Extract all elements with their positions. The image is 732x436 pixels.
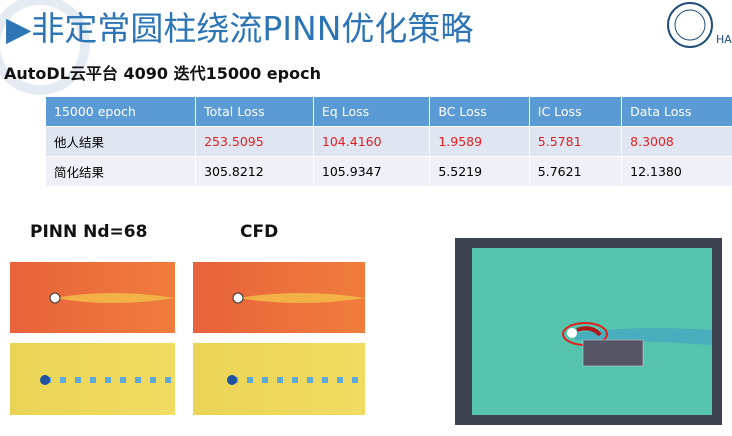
tooltip — [582, 339, 644, 367]
column-header: Total Loss — [195, 96, 314, 127]
cell-value: 5.5219 — [429, 156, 530, 187]
vortex — [576, 326, 602, 337]
pinn-fields — [10, 262, 175, 415]
row-label: 他人结果 — [44, 126, 197, 157]
column-header: Eq Loss — [312, 96, 431, 127]
cell-value: 8.3008 — [621, 126, 732, 157]
cylinder — [227, 375, 237, 385]
cell-value: 105.9347 — [312, 156, 431, 187]
cell-value: 253.5095 — [195, 126, 314, 157]
title: ▶非定常圆柱绕流PINN优化策略 — [6, 9, 474, 48]
subtitle: AutoDL云平台 4090 迭代15000 epoch — [4, 64, 321, 83]
header-row: 15000 epoch Total Loss Eq Loss BC Loss IC Lo… — [44, 96, 732, 127]
cell-value: 12.1380 — [621, 156, 732, 187]
logo-text: HA — [716, 33, 732, 46]
cfd-label: CFD — [240, 222, 279, 242]
cell-value: 305.8212 — [195, 156, 314, 187]
table-row: 他人结果 253.5095 104.4160 1.9589 5.5781 8.3008 — [44, 126, 732, 157]
wake — [575, 328, 712, 345]
cell-value: 104.4160 — [312, 126, 431, 157]
column-header: Data Loss — [621, 96, 732, 127]
column-header: 15000 epoch — [44, 96, 197, 127]
cell-value: 1.9589 — [429, 126, 530, 157]
cylinder — [49, 292, 61, 304]
wake — [238, 293, 365, 303]
logo-ring — [674, 9, 706, 41]
logo — [667, 2, 713, 48]
column-header: BC Loss — [429, 96, 530, 127]
simulation-view — [455, 238, 722, 425]
cylinder — [232, 292, 244, 304]
cylinder — [40, 375, 50, 385]
cell-value: 5.7621 — [528, 156, 623, 187]
row-label: 简化结果 — [44, 156, 197, 187]
cell-value: 5.5781 — [528, 126, 623, 157]
wake — [55, 293, 175, 303]
watermark — [0, 0, 90, 95]
column-header: IC Loss — [528, 96, 623, 127]
loss-table: 15000 epoch Total Loss Eq Loss BC Loss IC Lo… — [44, 96, 732, 187]
pinn-label: PINN Nd=68 — [30, 222, 148, 242]
table-row: 简化结果 305.8212 105.9347 5.5219 5.7621 12.1380 — [44, 156, 732, 187]
cylinder — [567, 328, 577, 338]
cfd-fields — [193, 262, 365, 415]
